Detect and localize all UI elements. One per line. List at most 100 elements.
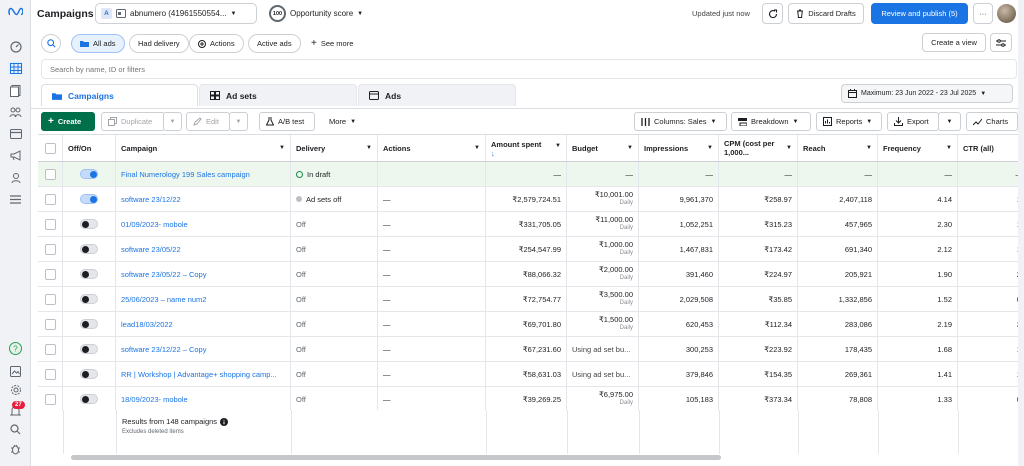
horizontal-scrollbar[interactable] <box>71 455 721 460</box>
table-row[interactable]: software 23/05/22 – Copy Off — ₹88,066.32 ₹2… <box>38 262 1024 287</box>
see-more-filters[interactable]: + See more <box>303 34 361 53</box>
campaign-value[interactable]: software 23/05/22 <box>121 244 181 254</box>
dashboard-gauge-icon[interactable] <box>8 39 23 54</box>
edit-dropdown[interactable]: ▼ <box>229 112 248 131</box>
edit-button[interactable]: Edit <box>186 112 230 131</box>
campaign-value[interactable]: software 23/05/22 – Copy <box>121 269 207 279</box>
campaign-value[interactable]: 25/06/2023 – name num2 <box>121 294 207 304</box>
col-header-campaign[interactable]: Campaign ▼ <box>116 135 291 161</box>
table-row[interactable]: 01/09/2023- mobole Off — ₹331,705.05 ₹11,000… <box>38 212 1024 237</box>
campaign-toggle[interactable] <box>80 294 98 304</box>
avatar[interactable] <box>997 4 1016 23</box>
campaign-toggle[interactable] <box>80 369 98 379</box>
breakdown-button[interactable]: Breakdown ▼ <box>731 112 811 131</box>
campaign-toggle[interactable] <box>80 344 98 354</box>
filter-had-delivery[interactable]: Had delivery <box>129 34 189 53</box>
row-checkbox[interactable] <box>44 243 56 255</box>
col-header-delivery[interactable]: Delivery ▼ <box>291 135 378 161</box>
search-input[interactable] <box>41 59 1017 79</box>
col-header-amount-spent[interactable]: Amount spent ↓ ▼ <box>486 135 567 161</box>
charts-button[interactable]: Charts <box>966 112 1018 131</box>
campaign-toggle[interactable] <box>80 219 98 229</box>
row-checkbox[interactable] <box>44 393 56 405</box>
table-row[interactable]: software 23/12/22 – Copy Off — ₹67,231.60 Us… <box>38 337 1024 362</box>
table-grid-icon[interactable] <box>8 61 23 76</box>
duplicate-button[interactable]: Duplicate <box>101 112 165 131</box>
col-header-impressions[interactable]: Impressions ▼ <box>639 135 719 161</box>
help-icon[interactable]: ? <box>8 341 23 356</box>
campaign-value[interactable]: lead18/03/2022 <box>121 319 173 329</box>
more-menu-button[interactable]: More ▼ <box>323 112 365 131</box>
filter-active-ads[interactable]: Active ads <box>248 34 301 53</box>
campaign-toggle[interactable] <box>80 169 98 179</box>
campaign-toggle[interactable] <box>80 194 98 204</box>
menu-hamburger-icon[interactable] <box>8 192 23 207</box>
col-header-frequency[interactable]: Frequency ▼ <box>878 135 958 161</box>
table-row[interactable]: 18/09/2023- mobole Off — ₹39,269.25 ₹6,975.0… <box>38 387 1024 412</box>
col-header-ctr[interactable]: CTR (all) <box>958 135 1024 161</box>
table-row[interactable]: software 23/05/22 Off — ₹254,547.99 ₹1,000.0… <box>38 237 1024 262</box>
row-checkbox[interactable] <box>44 368 56 380</box>
col-header-reach[interactable]: Reach ▼ <box>798 135 878 161</box>
account-selector[interactable]: A abnumero (41961550554... ▼ <box>95 3 257 24</box>
campaign-value[interactable]: software 23/12/22 – Copy <box>121 344 207 354</box>
search-icon[interactable] <box>8 422 23 437</box>
campaign-value[interactable]: software 23/12/22 <box>121 194 181 204</box>
meta-logo-icon[interactable] <box>8 4 23 19</box>
info-icon[interactable] <box>220 417 229 426</box>
duplicate-dropdown[interactable]: ▼ <box>163 112 182 131</box>
table-row[interactable]: RR | Workshop | Advantage+ shopping camp… <box>38 362 1024 387</box>
table-row[interactable]: Final Numerology 199 Sales campaign In dr… <box>38 162 1024 187</box>
row-checkbox[interactable] <box>44 293 56 305</box>
opportunity-score[interactable]: 100 Opportunity score ▼ <box>269 5 363 22</box>
campaign-value[interactable]: 18/09/2023- mobole <box>121 394 188 404</box>
filter-actions[interactable]: Actions <box>189 34 244 53</box>
tab-campaigns[interactable]: Campaigns <box>41 84 198 106</box>
row-checkbox[interactable] <box>44 218 56 230</box>
campaign-toggle[interactable] <box>80 394 98 404</box>
select-all-checkbox[interactable] <box>44 142 56 154</box>
col-header-budget[interactable]: Budget ▼ <box>567 135 639 161</box>
row-checkbox[interactable] <box>44 168 56 180</box>
export-button[interactable]: Export <box>887 112 939 131</box>
col-header-actions[interactable]: Actions ▼ <box>378 135 486 161</box>
create-view-button[interactable]: Create a view <box>922 33 986 52</box>
create-button[interactable]: + Create <box>41 112 95 131</box>
settings-gear-icon[interactable] <box>8 382 23 397</box>
export-dropdown[interactable]: ▼ <box>938 112 961 131</box>
campaign-toggle[interactable] <box>80 269 98 279</box>
location-people-icon[interactable] <box>8 170 23 185</box>
bug-report-icon[interactable] <box>8 441 23 456</box>
table-row[interactable]: lead18/03/2022 Off — ₹69,701.80 ₹1,500.00 Dai… <box>38 312 1024 337</box>
campaign-value[interactable]: 01/09/2023- mobole <box>121 219 188 229</box>
search-toggle-button[interactable] <box>41 34 61 53</box>
tab-adsets[interactable]: Ad sets <box>199 84 357 106</box>
campaign-value[interactable]: RR | Workshop | Advantage+ shopping camp… <box>121 369 277 379</box>
campaign-toggle[interactable] <box>80 244 98 254</box>
image-library-icon[interactable] <box>8 364 23 379</box>
filter-settings-button[interactable] <box>990 33 1012 52</box>
tab-ads[interactable]: Ads <box>358 84 516 106</box>
ab-test-button[interactable]: A/B test <box>259 112 315 131</box>
table-row[interactable]: 25/06/2023 – name num2 Off — ₹72,754.77 ₹3,5… <box>38 287 1024 312</box>
date-range-picker[interactable]: Maximum: 23 Jun 2022 - 23 Jul 2025 ▼ <box>841 84 1013 103</box>
row-checkbox[interactable] <box>44 268 56 280</box>
filter-all-ads[interactable]: All ads <box>71 34 125 53</box>
row-checkbox[interactable] <box>44 318 56 330</box>
megaphone-icon[interactable] <box>8 148 23 163</box>
pages-icon[interactable] <box>8 83 23 98</box>
col-header-onoff[interactable]: Off/On <box>63 135 116 161</box>
columns-button[interactable]: Columns: Sales ▼ <box>634 112 727 131</box>
campaign-value[interactable]: Final Numerology 199 Sales campaign <box>121 169 250 179</box>
vertical-scrollbar[interactable] <box>1018 0 1024 466</box>
audience-people-icon[interactable] <box>8 105 23 120</box>
billing-card-icon[interactable] <box>8 126 23 141</box>
row-checkbox[interactable] <box>44 193 56 205</box>
campaign-toggle[interactable] <box>80 319 98 329</box>
review-publish-button[interactable]: Review and publish (5) <box>871 3 968 24</box>
col-header-cpm[interactable]: CPM (cost per 1,000... ▼ <box>719 135 798 161</box>
refresh-button[interactable] <box>762 3 783 24</box>
row-checkbox[interactable] <box>44 343 56 355</box>
table-row[interactable]: software 23/12/22 Ad sets off — ₹2,579,724.… <box>38 187 1024 212</box>
discard-drafts-button[interactable]: Discard Drafts <box>788 3 864 24</box>
